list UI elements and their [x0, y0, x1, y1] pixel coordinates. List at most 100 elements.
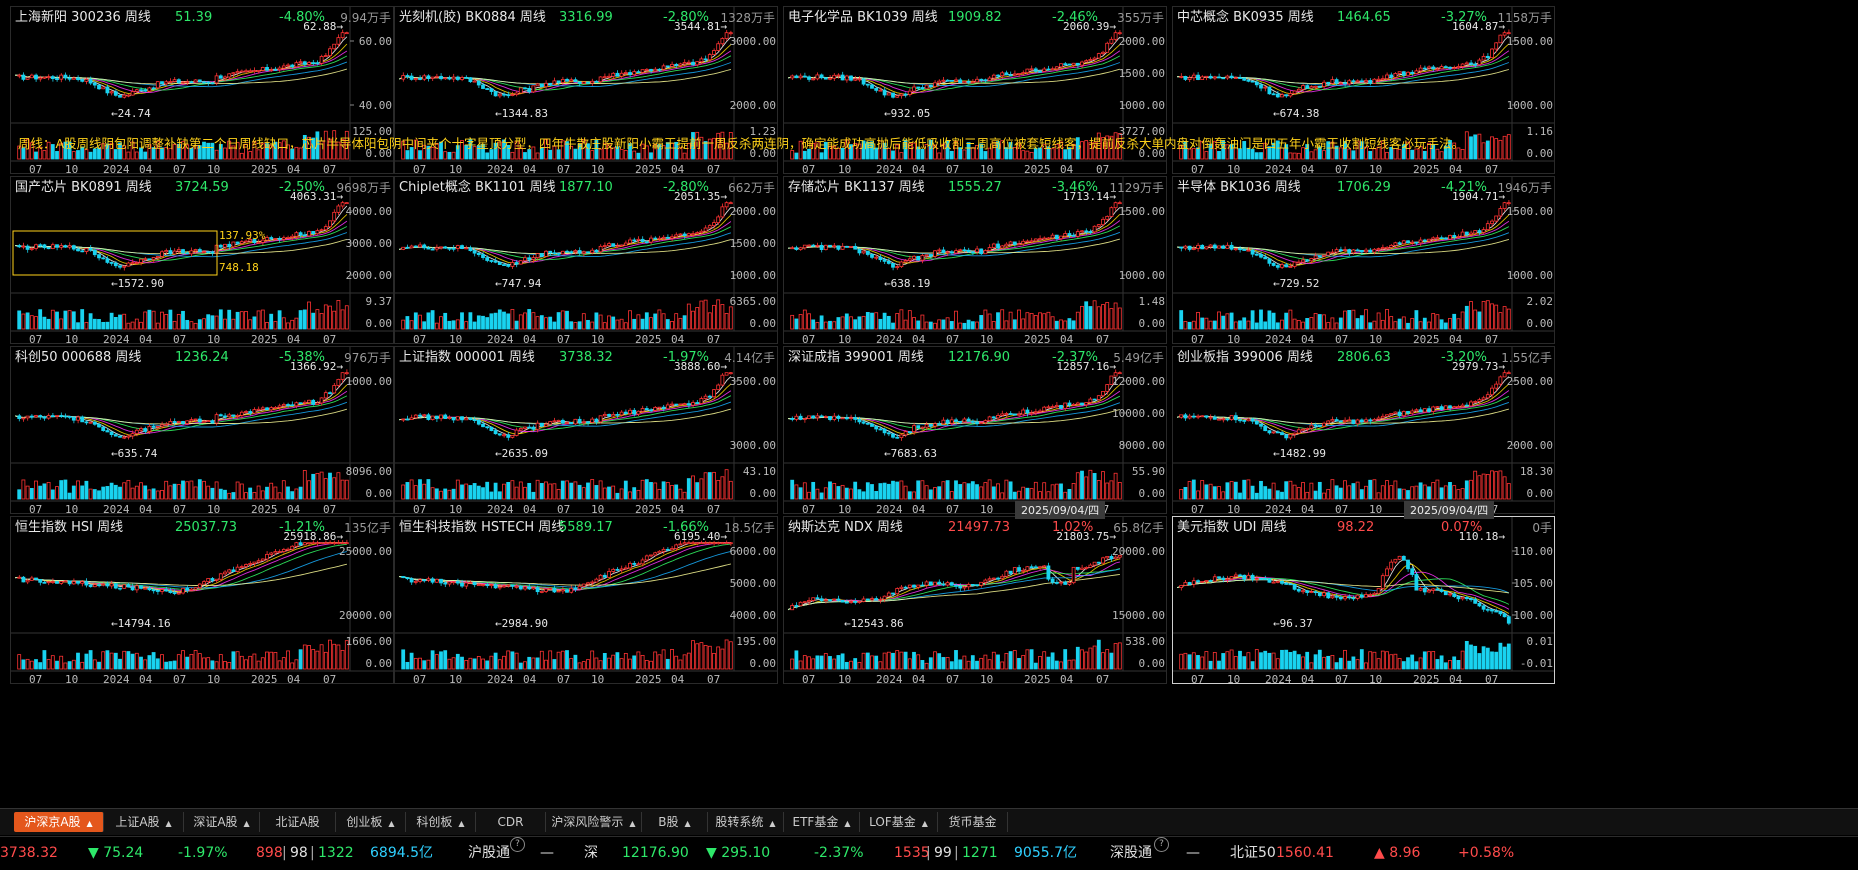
- candle: [1456, 236, 1461, 238]
- kline-panel[interactable]: 2060.39→ ←932.05 2000.00 1500.00 1000.00 3727…: [783, 6, 1167, 174]
- volume-bar: [130, 487, 135, 500]
- volume-bar: [409, 147, 414, 160]
- volume-bar: [1473, 470, 1478, 500]
- annotation-text: 周线：A股周线阴包阳调整补缺第二个日周线缺口，芯片半导体阳包阴中间夹个十字星顶分…: [18, 136, 1465, 151]
- kline-panel[interactable]: 110.18→ ←96.37 110.00 105.00 100.00 0.01 -0.01…: [1172, 516, 1555, 684]
- kline-chart[interactable]: 12857.16→←7683.6312000.0010000.008000.00…: [784, 347, 1167, 514]
- kline-chart[interactable]: 21803.75→←12543.8620000.0015000.00538.00…: [784, 517, 1167, 684]
- status-bar: 3738.32 ▼ 75.24 -1.97% 898 | 98 | 1322 6…: [0, 836, 1858, 870]
- candle: [695, 402, 700, 404]
- market-tab[interactable]: 沪深京A股 ▲: [14, 812, 104, 832]
- candle: [143, 587, 148, 590]
- kline-panel[interactable]: 3544.81→ ←1344.83 3000.00 2000.00 1.23 0.00 07…: [394, 6, 778, 174]
- date-axis-tick: 2024: [1265, 163, 1292, 174]
- panel-title: 恒生科技指数 HSTECH 周线: [399, 520, 565, 535]
- candle: [966, 249, 971, 253]
- market-tab[interactable]: ETF基金 ▲: [784, 812, 860, 832]
- candle: [691, 402, 695, 406]
- volume-bar: [1042, 651, 1047, 670]
- volume-bar: [815, 655, 820, 670]
- kline-chart[interactable]: 25918.86→←14794.1625000.0020000.001606.0…: [11, 517, 394, 684]
- volume-bar: [1464, 640, 1469, 670]
- kline-panel[interactable]: 3888.60→ ←2635.09 3500.00 3000.00 43.10 0.00 0…: [394, 346, 778, 514]
- kline-panel[interactable]: 1904.71→ ←729.52 1500.00 1000.00 2.02 0.00 07 1…: [1172, 176, 1555, 344]
- kline-panel[interactable]: 2979.73→ ←1482.99 2500.00 2000.00 18.30 0.00 0…: [1172, 346, 1555, 514]
- volume-bar: [105, 143, 110, 160]
- kline-panel[interactable]: 1604.87→ ←674.38 1500.00 1000.00 1.16 0.00 07 1…: [1172, 6, 1555, 174]
- kline-panel[interactable]: 6195.40→ ←2984.90 6000.00 5000.00 4000.00 195…: [394, 516, 778, 684]
- kline-panel[interactable]: 12857.16→ ←7683.63 12000.00 10000.00 8000.00…: [783, 346, 1167, 514]
- volume-bar: [1502, 135, 1507, 160]
- kline-chart[interactable]: 4063.31→←1572.904000.003000.002000.009.3…: [11, 177, 394, 344]
- candle: [1469, 62, 1473, 65]
- volume-axis-tick: 0.00: [1139, 317, 1166, 330]
- volume-bar: [632, 487, 637, 500]
- volume-bar: [836, 148, 841, 160]
- kline-panel[interactable]: 21803.75→ ←12543.86 20000.00 15000.00 538.00…: [783, 516, 1167, 684]
- market-tab[interactable]: 上证A股 ▲: [104, 812, 184, 832]
- kline-panel[interactable]: 62.88→ ←24.74 60.00 40.00 125.00 0.00 07 10 2024…: [10, 6, 394, 174]
- market-tab[interactable]: 创业板 ▲: [336, 812, 406, 832]
- moving-average-line: [15, 220, 348, 264]
- panel-change: -2.37%: [1052, 350, 1098, 365]
- candle: [1448, 593, 1452, 596]
- candle: [565, 78, 569, 82]
- kline-panel[interactable]: 2051.35→ ←747.94 2000.00 1500.00 1000.00 6365…: [394, 176, 778, 344]
- market-tab[interactable]: B股 ▲: [642, 812, 708, 832]
- market-tab[interactable]: 沪深风险警示 ▲: [546, 812, 642, 832]
- volume-bar: [1196, 655, 1200, 670]
- volume-bar: [1021, 150, 1026, 160]
- candle: [34, 74, 38, 80]
- kline-panel[interactable]: 1713.14→ ←638.19 1500.00 1000.00 1.48 0.00 07 1…: [783, 176, 1167, 344]
- market-tab[interactable]: 深证A股 ▲: [184, 812, 260, 832]
- kline-panel[interactable]: 1366.92→ ←635.74 1000.00 8096.00 0.00 07 10 202…: [10, 346, 394, 514]
- kline-panel[interactable]: 25918.86→ ←14794.16 25000.00 20000.00 1606.0…: [10, 516, 394, 684]
- volume-bar: [485, 481, 490, 500]
- volume-bar: [197, 479, 202, 500]
- kline-chart[interactable]: 2060.39→←932.052000.001500.001000.003727…: [784, 7, 1167, 174]
- candle: [991, 577, 996, 580]
- candle: [168, 421, 173, 425]
- candle: [319, 56, 324, 64]
- volume-bar: [916, 146, 921, 160]
- hgt-label[interactable]: 沪股通: [468, 845, 510, 861]
- volume-bar: [828, 481, 832, 500]
- candle: [1092, 398, 1097, 401]
- market-tab[interactable]: 股转系统 ▲: [708, 812, 784, 832]
- volume-bar: [214, 661, 219, 670]
- candle: [1208, 244, 1213, 248]
- kline-chart[interactable]: 2051.35→←747.942000.001500.001000.006365…: [395, 177, 778, 344]
- candle: [25, 245, 30, 250]
- candle: [1490, 220, 1494, 225]
- volume-bar: [1473, 645, 1478, 670]
- kline-chart[interactable]: 2979.73→←1482.992500.002000.0018.300.000…: [1173, 347, 1555, 514]
- sgt-label[interactable]: 深股通: [1110, 845, 1152, 861]
- candle: [556, 252, 561, 255]
- market-tab[interactable]: 科创板 ▲: [406, 812, 476, 832]
- candle: [962, 586, 967, 589]
- kline-chart[interactable]: 6195.40→←2984.906000.005000.004000.00195…: [395, 517, 778, 684]
- kline-chart[interactable]: 3544.81→←1344.833000.002000.001.230.0007…: [395, 7, 778, 174]
- candle: [227, 243, 232, 248]
- candle: [84, 78, 89, 82]
- volume-bar: [970, 481, 975, 500]
- candle: [1196, 580, 1200, 583]
- market-tab[interactable]: 货币基金: [938, 812, 1008, 832]
- candle: [1259, 423, 1263, 427]
- kline-chart[interactable]: 110.18→←96.37110.00105.00100.000.01-0.01…: [1173, 517, 1555, 684]
- volume-bar: [1008, 142, 1013, 160]
- candle: [21, 245, 26, 248]
- volume-bar: [912, 651, 916, 670]
- kline-panel[interactable]: 4063.31→ ←1572.90 4000.00 3000.00 2000.00 9.3…: [10, 176, 394, 344]
- volume-bar: [661, 649, 666, 670]
- market-tab[interactable]: LOF基金 ▲: [860, 812, 938, 832]
- volume-bar: [1456, 660, 1461, 670]
- market-tab[interactable]: 北证A股: [260, 812, 336, 832]
- market-tab[interactable]: CDR: [476, 812, 546, 832]
- kline-chart[interactable]: 3888.60→←2635.093500.003000.0043.100.000…: [395, 347, 778, 514]
